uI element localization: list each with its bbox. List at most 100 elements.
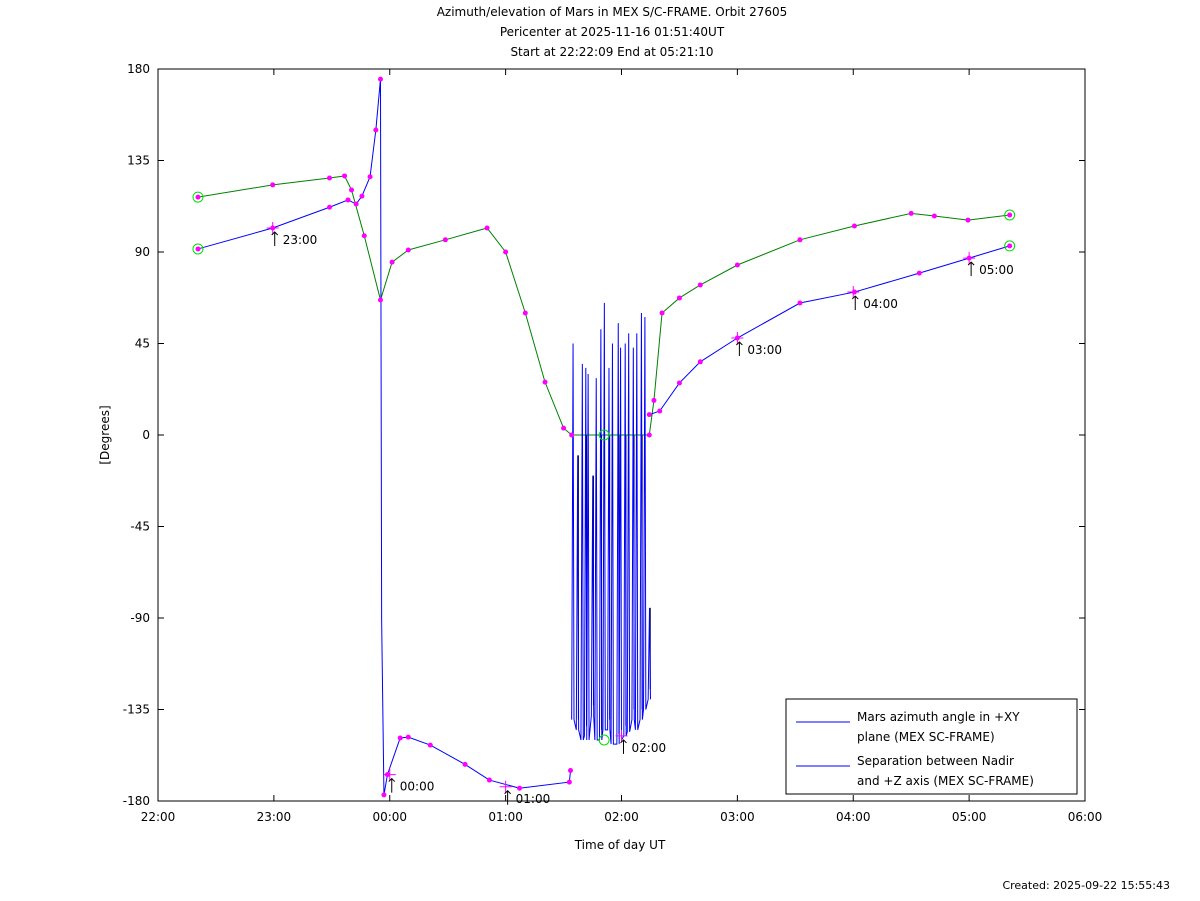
legend-label-separation-1: Separation between Nadir: [857, 754, 1014, 768]
x-tick-label: 01:00: [488, 810, 523, 824]
data-point-marker: [916, 270, 922, 276]
data-point-marker: [931, 213, 937, 219]
x-tick-label: 22:00: [141, 810, 176, 824]
endpoint-circle-marker: [192, 191, 204, 203]
data-point-marker: [517, 785, 523, 791]
created-timestamp: Created: 2025-09-22 15:55:43: [1002, 879, 1170, 892]
hour-arrow-icon: [504, 790, 511, 805]
hour-plus-marker: [266, 222, 279, 235]
data-point-marker: [851, 223, 857, 229]
legend-label-azimuth-1: Mars azimuth angle in +XY: [857, 710, 1020, 724]
y-tick-label: -135: [123, 703, 150, 717]
chart-title-3: Start at 22:22:09 End at 05:21:10: [510, 45, 713, 59]
data-point-marker: [345, 197, 351, 203]
data-point-marker: [542, 379, 548, 385]
data-point-marker: [797, 237, 803, 243]
data-point-marker: [1007, 212, 1013, 218]
data-point-marker: [697, 359, 703, 365]
data-point-marker: [797, 300, 803, 306]
hour-plus-marker: [499, 780, 512, 793]
hour-arrow-icon: [851, 295, 859, 311]
hour-annotation-label: 01:00: [516, 792, 551, 806]
endpoint-circle-marker: [1004, 240, 1016, 252]
data-point-marker: [646, 412, 652, 418]
hour-annotation-label: 23:00: [283, 233, 318, 247]
azimuth-line: [197, 79, 572, 795]
data-point-marker: [377, 76, 383, 82]
y-tick-label: 90: [135, 245, 150, 259]
legend: Mars azimuth angle in +XY plane (MEX SC-…: [785, 698, 1078, 795]
x-tick-label: 05:00: [952, 810, 987, 824]
hour-plus-marker: [383, 768, 396, 781]
data-point-marker: [657, 408, 663, 414]
data-point-marker: [486, 777, 492, 783]
data-point-marker: [359, 193, 365, 199]
hour-arrow-icon: [736, 341, 743, 357]
data-point-marker: [342, 173, 348, 179]
y-tick-label: -180: [123, 794, 150, 808]
hour-plus-marker: [847, 286, 860, 299]
hour-arrow-icon: [388, 777, 396, 793]
hour-plus-marker: [615, 729, 628, 742]
x-tick-label: 23:00: [257, 810, 292, 824]
data-point-marker: [326, 175, 332, 181]
data-point-marker: [522, 310, 528, 316]
legend-label-azimuth-2: plane (MEX SC-FRAME): [857, 730, 995, 744]
data-point-marker: [908, 210, 914, 216]
data-point-marker: [270, 182, 276, 188]
data-point-marker: [462, 761, 468, 767]
data-point-marker: [405, 734, 411, 740]
hour-plus-marker: [963, 252, 976, 265]
y-tick-label: 45: [135, 337, 150, 351]
endpoint-circle-marker: [598, 734, 610, 746]
y-tick-label: -90: [130, 611, 150, 625]
y-axis-label: [Degrees]: [98, 405, 112, 464]
data-point-marker: [569, 432, 575, 438]
data-point-marker: [1007, 243, 1013, 249]
x-axis-label: Time of day UT: [574, 838, 666, 852]
hour-annotation-label: 03:00: [747, 343, 782, 357]
hour-annotation-label: 02:00: [632, 741, 667, 755]
data-point-marker: [381, 792, 387, 798]
data-point-marker: [651, 397, 657, 403]
endpoint-circle-marker: [598, 429, 610, 441]
y-tick-label: 180: [127, 62, 150, 76]
hour-arrow-icon: [271, 231, 279, 247]
data-point-marker: [373, 127, 379, 133]
x-tick-label: 02:00: [604, 810, 639, 824]
hour-annotation-label: 04:00: [863, 297, 898, 311]
separation-line: [197, 175, 1010, 436]
data-point-marker: [561, 425, 567, 431]
y-tick-label: -45: [130, 520, 150, 534]
chart-title-2: Pericenter at 2025-11-16 01:51:40UT: [500, 25, 725, 39]
x-tick-label: 00:00: [372, 810, 407, 824]
y-tick-label: 0: [142, 428, 150, 442]
x-tick-label: 06:00: [1068, 810, 1103, 824]
data-point-marker: [367, 174, 373, 180]
hour-arrow-icon: [620, 739, 627, 754]
hour-annotation-label: 05:00: [979, 263, 1014, 277]
endpoint-circle-marker: [192, 243, 204, 255]
data-point-marker: [697, 282, 703, 288]
data-point-marker: [326, 204, 332, 210]
data-point-marker: [405, 247, 411, 253]
data-point-marker: [676, 295, 682, 301]
data-point-marker: [195, 246, 201, 252]
data-point-marker: [676, 380, 682, 386]
data-point-marker: [965, 217, 971, 223]
hour-annotation-label: 00:00: [400, 780, 435, 794]
data-point-marker: [397, 735, 403, 741]
legend-label-separation-2: and +Z axis (MEX SC-FRAME): [857, 774, 1034, 788]
x-tick-label: 04:00: [836, 810, 871, 824]
azimuth-oscillation-line: [571, 302, 651, 745]
data-point-marker: [646, 432, 652, 438]
azimuth-line-2: [649, 245, 1010, 416]
data-point-marker: [427, 742, 433, 748]
endpoint-circle-marker: [1004, 209, 1016, 221]
chart-title-1: Azimuth/elevation of Mars in MEX S/C-FRA…: [437, 5, 788, 19]
y-tick-label: 135: [127, 154, 150, 168]
data-point-marker: [442, 237, 448, 243]
data-point-marker: [353, 201, 359, 207]
hour-plus-marker: [731, 332, 744, 345]
